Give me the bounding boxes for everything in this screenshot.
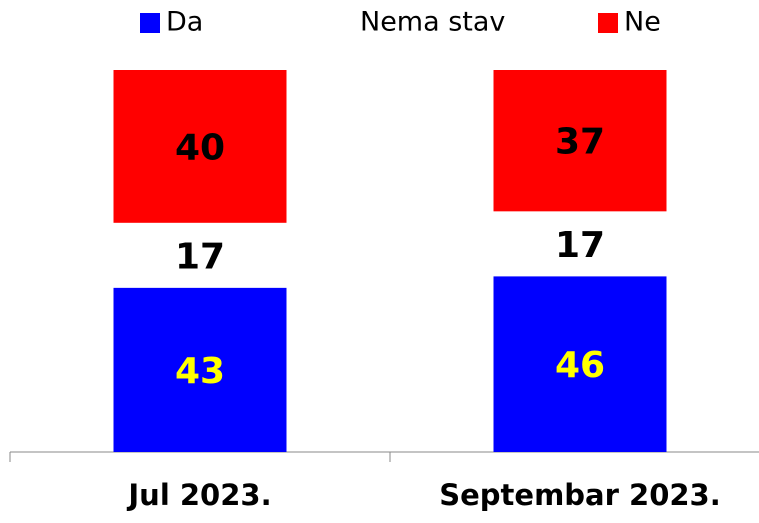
x-tick-label: Septembar 2023. [439,478,721,512]
data-label: 40 [175,127,225,168]
legend-label: Ne [624,7,661,38]
data-label: 43 [175,351,225,392]
bar-segment [113,222,287,288]
bar-segment [113,70,287,223]
legend-label: Da [166,7,203,38]
legend-label: Nema stav [360,7,505,38]
x-tick-label: Jul 2023. [126,478,271,512]
bar-segment [493,211,667,277]
bar-segment [113,287,287,452]
data-label: 37 [555,122,605,163]
data-label: 17 [555,225,605,266]
legend-swatch [140,13,160,33]
data-label: 46 [555,345,605,386]
data-label: 17 [175,236,225,277]
bar-segment [493,276,667,452]
legend-swatch [598,13,618,33]
bar-segment [493,70,667,212]
